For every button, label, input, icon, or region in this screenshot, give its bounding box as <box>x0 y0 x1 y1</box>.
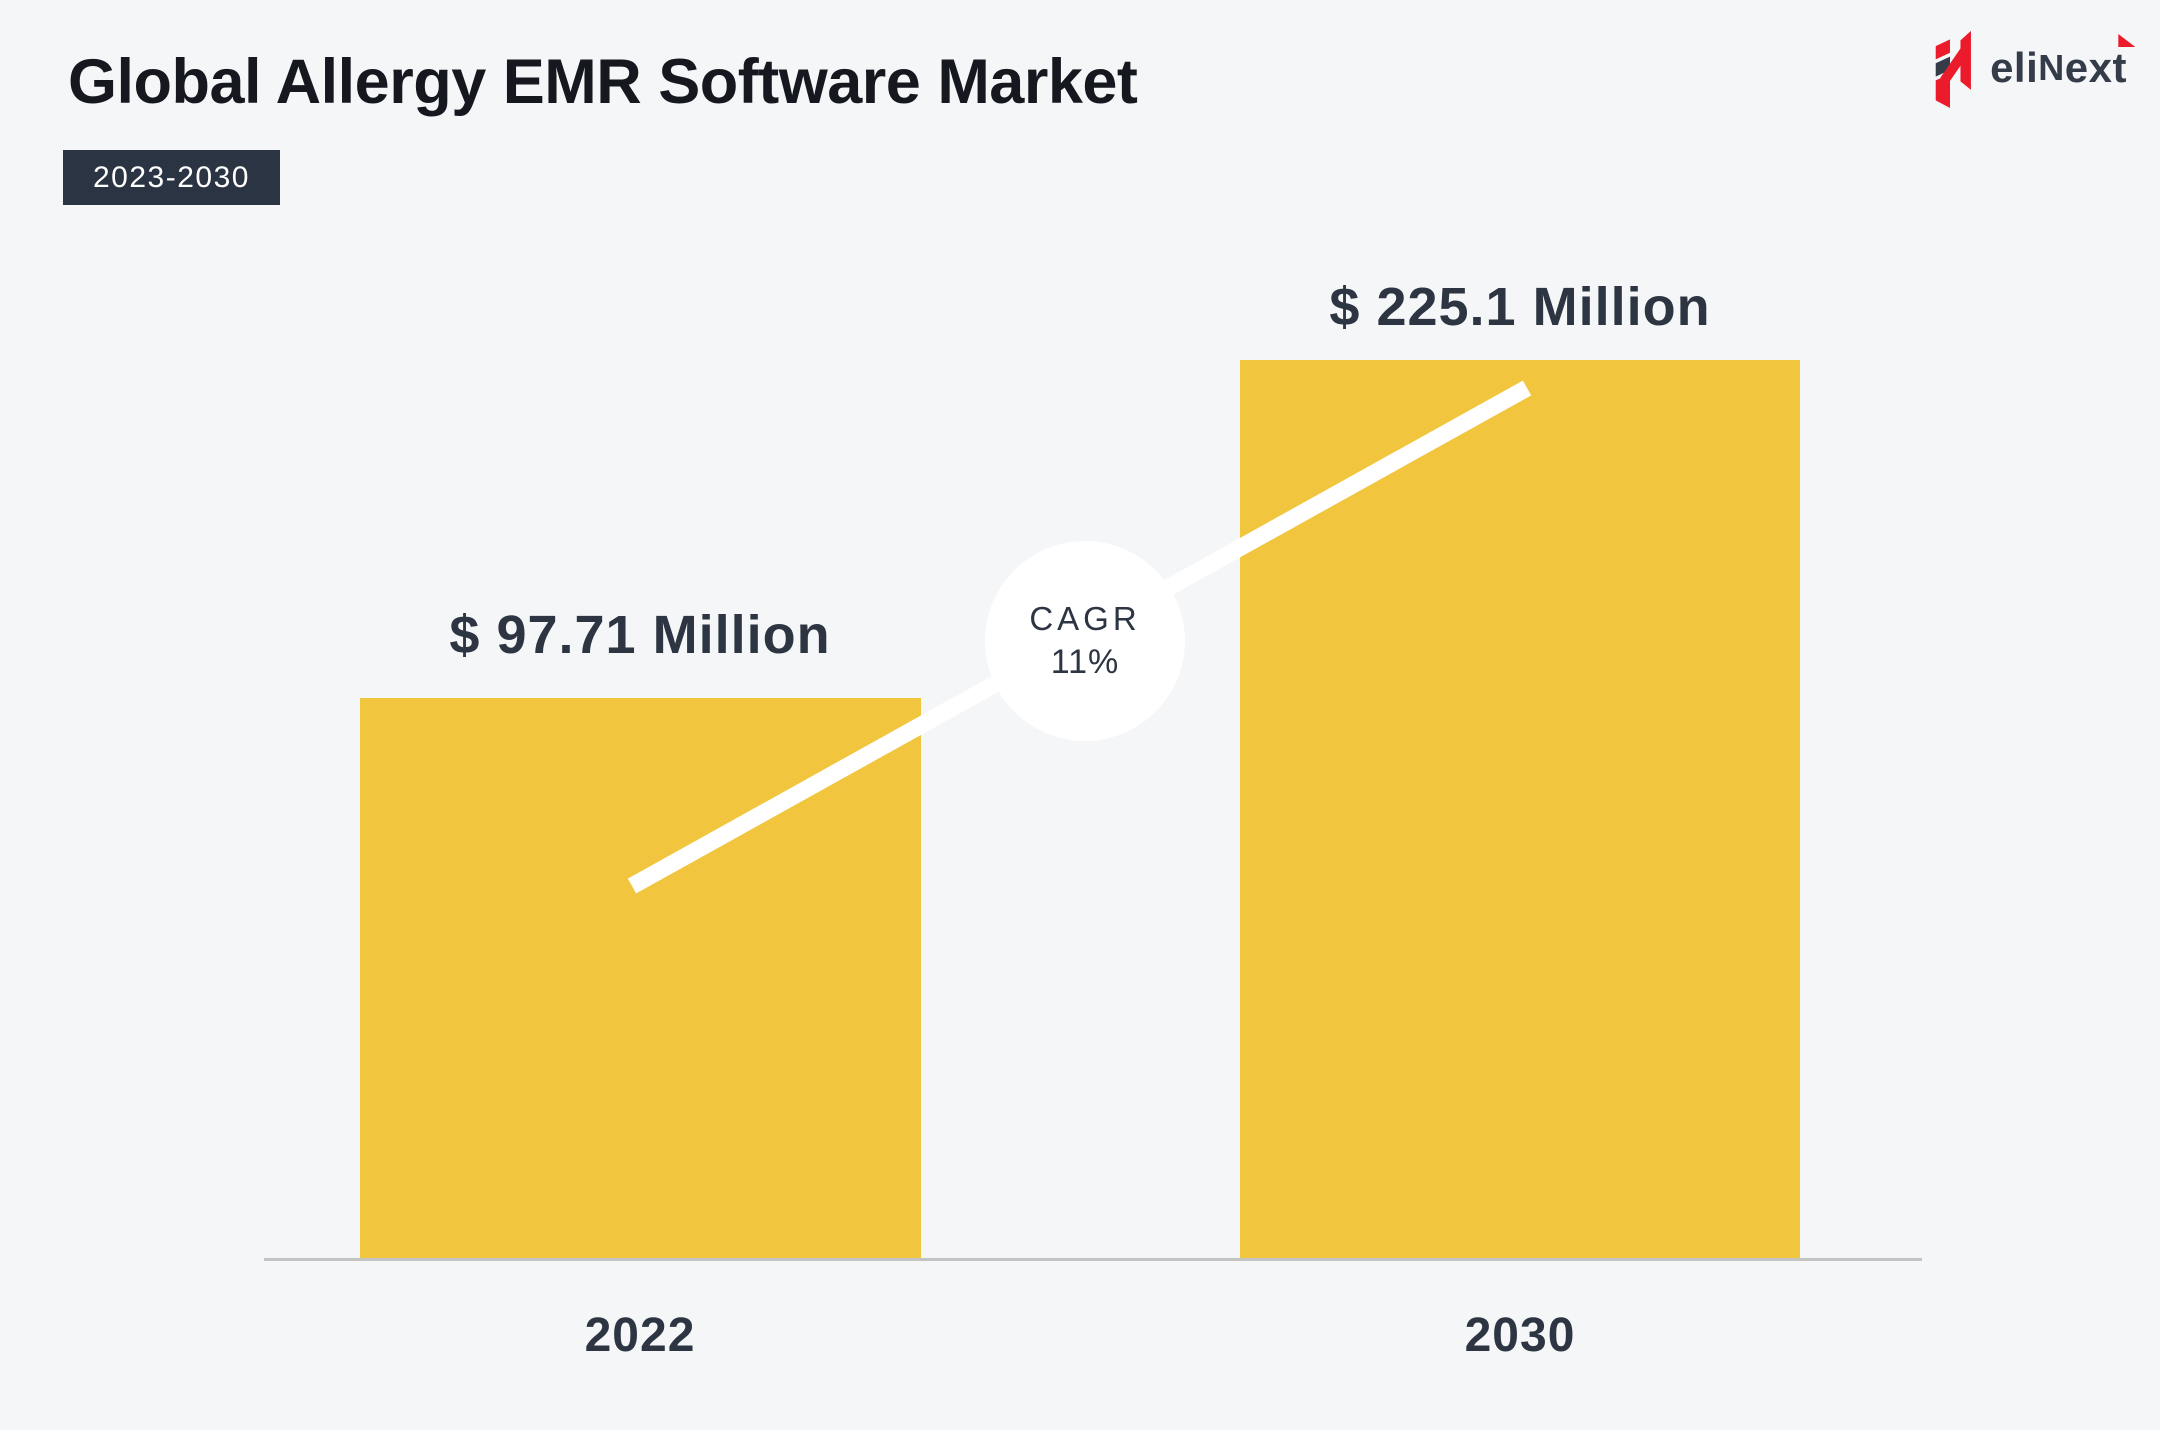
x-label-2030: 2030 <box>1464 1309 1576 1362</box>
logo-t-flag-icon <box>2118 34 2136 47</box>
cagr-label: CAGR <box>1029 600 1141 637</box>
logo-text-eli: eli <box>1990 44 2039 91</box>
x-axis-baseline <box>264 1258 1922 1261</box>
value-label-2030: $ 225.1 Million <box>1329 277 1711 337</box>
bar-2030 <box>1240 360 1800 1260</box>
value-label-2022: $ 97.71 Million <box>449 605 831 665</box>
cagr-annotation: CAGR 11% <box>985 591 1185 691</box>
x-label-2022: 2022 <box>584 1309 696 1362</box>
page-title: Global Allergy EMR Software Market <box>68 47 1138 117</box>
cagr-value: 11% <box>1050 643 1120 681</box>
elinext-mark-icon <box>1935 30 1972 108</box>
logo-text-t: t <box>2113 28 2136 108</box>
period-badge: 2023-2030 <box>63 150 280 205</box>
logo-text-ex: ex <box>2064 44 2113 91</box>
bar-2022 <box>360 698 921 1260</box>
logo-text-n: N <box>2038 47 2065 88</box>
